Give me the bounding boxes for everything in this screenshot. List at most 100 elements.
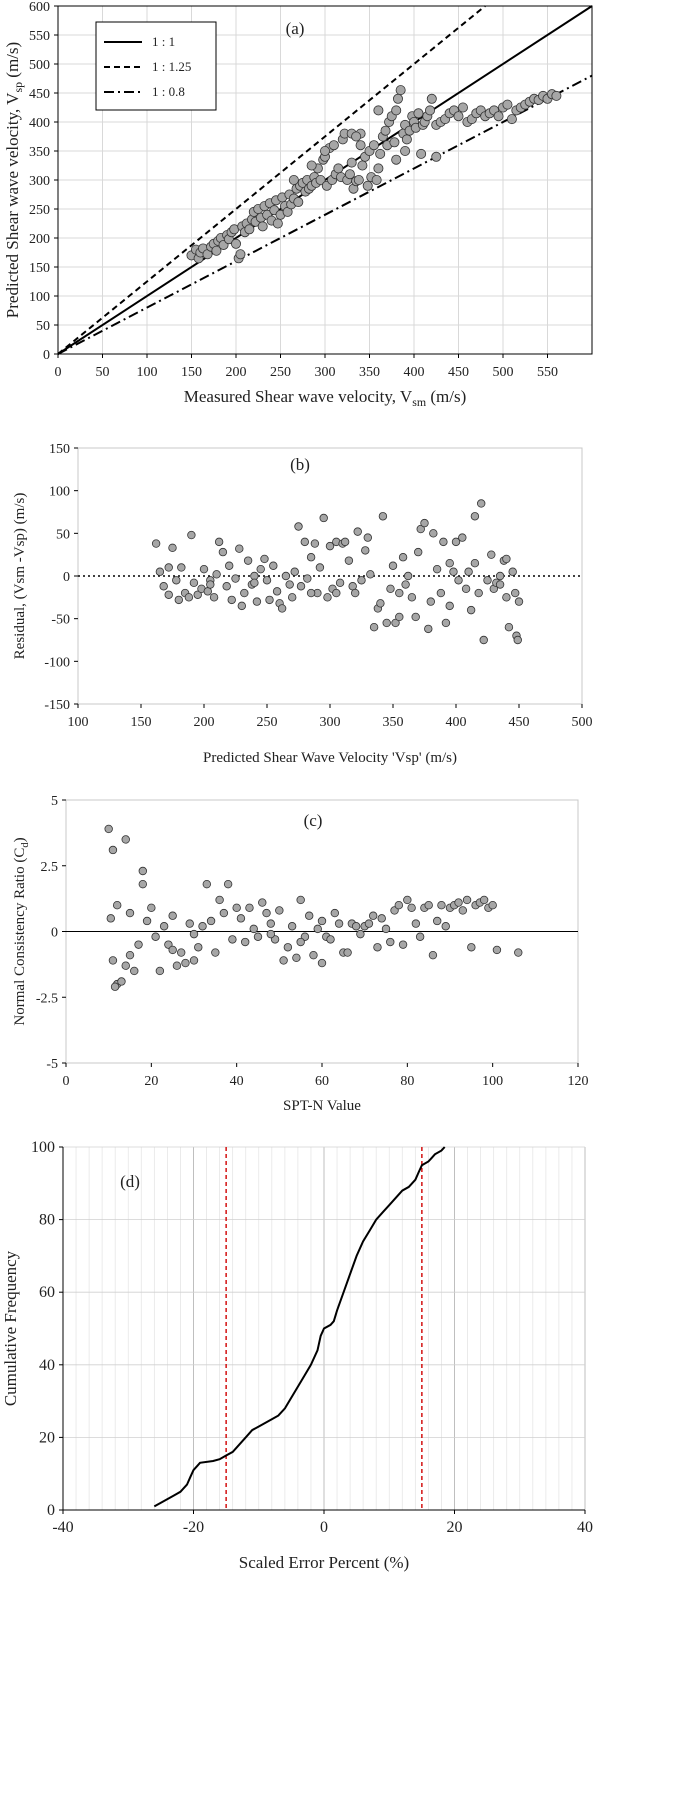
data-point	[209, 593, 219, 602]
data-point	[125, 908, 135, 918]
x-tick-label: 350	[383, 715, 404, 730]
legend-label-2: 1 : 0.8	[152, 84, 185, 99]
data-point	[265, 595, 274, 605]
y-tick-label: 150	[49, 442, 70, 457]
data-point	[134, 940, 143, 949]
data-point	[275, 906, 284, 915]
data-point	[378, 512, 388, 521]
y-tick-label: 20	[39, 1429, 55, 1446]
grid-lines	[62, 1146, 586, 1511]
data-point	[256, 564, 265, 574]
data-point	[502, 99, 513, 110]
data-point	[395, 612, 404, 622]
data-point	[112, 901, 122, 910]
data-point	[121, 835, 130, 844]
data-point	[293, 197, 304, 208]
data-point	[110, 982, 120, 991]
data-point	[464, 567, 473, 576]
data-point	[394, 901, 403, 910]
data-point	[189, 956, 199, 965]
data-point	[416, 148, 427, 159]
data-point	[159, 922, 169, 931]
x-tick-label: 200	[226, 365, 247, 380]
data-point	[211, 948, 220, 957]
reference-line-2	[57, 74, 593, 355]
data-point	[260, 554, 269, 564]
data-point	[416, 524, 425, 534]
data-point	[240, 588, 249, 598]
data-point	[346, 157, 357, 168]
x-axis-label: Measured Shear wave velocity, Vsm (m/s)	[184, 387, 467, 409]
data-point	[362, 180, 373, 191]
data-point	[235, 249, 246, 260]
data-point	[249, 924, 258, 934]
y-tick-label: 200	[29, 232, 50, 247]
data-point	[206, 916, 216, 926]
data-point	[458, 533, 467, 542]
panel-label: (a)	[286, 19, 305, 38]
data-point	[407, 903, 416, 913]
data-point	[262, 908, 271, 918]
panel-label: (c)	[304, 811, 323, 830]
data-point	[244, 224, 255, 235]
chart-panel-c: 0 20 40 60 80 100 120 -5 -2.5 0 2.5 5 (c) SPT-N Value…	[12, 794, 589, 1114]
data-point	[306, 160, 317, 171]
y-axis-label: Normal Consistency Ratio (Cd)	[12, 837, 31, 1025]
data-point	[335, 578, 345, 588]
data-point	[488, 901, 497, 910]
data-point	[300, 537, 309, 547]
data-point	[184, 593, 194, 602]
data-point	[328, 140, 339, 151]
x-tick-label: 250	[270, 365, 291, 380]
x-tick-label: 20	[447, 1519, 463, 1536]
data-point	[334, 919, 344, 928]
data-point	[130, 966, 139, 976]
data-point	[351, 922, 361, 931]
chart-panel-b: 100 150 200 250 300 350 400 450 500 -150 -100 -50 0 5…	[12, 442, 593, 766]
x-tick-label: 350	[359, 365, 380, 380]
data-points	[186, 85, 562, 264]
data-point	[296, 895, 305, 905]
x-tick-label: 80	[400, 1074, 414, 1089]
y-tick-label: 50	[36, 319, 50, 334]
data-point	[470, 559, 480, 568]
data-point	[425, 105, 436, 116]
data-point	[441, 618, 451, 628]
data-point	[353, 174, 364, 185]
data-point	[108, 956, 118, 965]
data-point	[371, 174, 382, 185]
data-point	[194, 943, 203, 952]
data-point	[431, 151, 442, 162]
data-point	[202, 879, 211, 889]
data-point	[106, 914, 115, 923]
y-tick-label: 100	[29, 290, 50, 305]
y-tick-label: -5	[46, 1057, 58, 1072]
data-point	[380, 125, 391, 136]
data-point	[361, 546, 370, 555]
data-point	[253, 932, 263, 941]
y-tick-label: 60	[39, 1284, 55, 1301]
data-points	[104, 824, 523, 991]
data-point	[414, 547, 423, 557]
y-tick-label: 300	[29, 174, 50, 189]
data-point	[193, 590, 202, 599]
data-point	[445, 601, 454, 611]
data-point	[218, 547, 228, 557]
y-tick-label: 40	[39, 1357, 55, 1374]
data-point	[495, 580, 505, 589]
y-tick-label: 150	[29, 261, 50, 276]
data-point	[479, 635, 488, 645]
data-point	[174, 595, 183, 605]
x-axis-label-text: Scaled Error Percent (%)	[239, 1553, 409, 1572]
data-point	[340, 537, 350, 547]
data-point	[433, 916, 442, 926]
data-point	[413, 108, 424, 119]
data-point	[313, 924, 322, 934]
data-point	[168, 945, 177, 955]
data-point	[199, 564, 209, 574]
x-axis-label: SPT-N Value	[283, 1098, 361, 1114]
data-point	[395, 588, 404, 598]
data-point	[502, 554, 511, 564]
data-point	[454, 576, 463, 585]
data-point	[436, 588, 446, 598]
